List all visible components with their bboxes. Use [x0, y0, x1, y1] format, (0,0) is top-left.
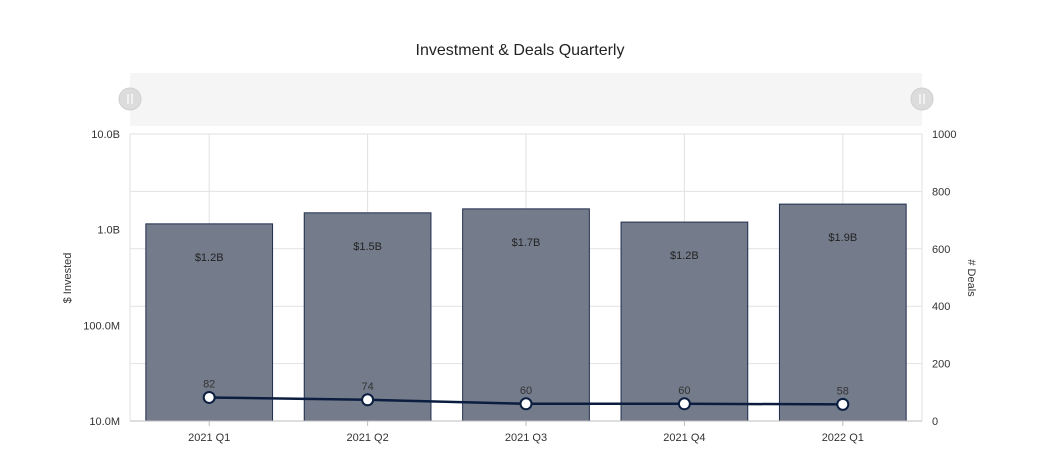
y-left-axis-label: $ Invested: [62, 253, 74, 304]
y-right-tick-label: 1000: [932, 129, 956, 141]
deals-point[interactable]: [361, 393, 375, 407]
navigator-handle-left[interactable]: [118, 87, 142, 111]
deals-point[interactable]: [202, 390, 216, 404]
bar-data-label: $1.7B: [512, 237, 541, 249]
deals-data-label: 74: [361, 381, 373, 393]
y-right-tick-label: 600: [932, 244, 950, 256]
deals-point[interactable]: [519, 397, 533, 411]
range-navigator[interactable]: [130, 73, 922, 126]
bar[interactable]: [145, 223, 274, 422]
y-right-tick-label: 0: [932, 416, 938, 428]
deals-data-label: 82: [203, 378, 215, 390]
bar-data-label: $1.2B: [670, 250, 699, 262]
y-left-tick-label: 10.0B: [91, 129, 120, 141]
y-left-tick-label: 100.0M: [83, 320, 120, 332]
x-tick-label: 2021 Q4: [663, 432, 705, 444]
axes: 10.0M 100.0M 1.0B 10.0B 0 200 400 600 800 1000 202…: [83, 129, 956, 444]
y-left-tick-label: 10.0M: [89, 416, 120, 428]
bar[interactable]: [462, 208, 590, 422]
y-right-axis-label: # Deals: [965, 259, 977, 297]
bar-series: $1.2B $1.5B $1.7B $1.2B $1.9B: [145, 203, 907, 422]
x-tick-label: 2021 Q3: [505, 432, 547, 444]
deals-data-label: 58: [837, 385, 849, 397]
deals-data-label: 60: [520, 385, 532, 397]
deals-data-label: 60: [678, 385, 690, 397]
line-series: 82 74 60 60 58: [202, 378, 850, 411]
chart-title: Investment & Deals Quarterly: [416, 42, 625, 59]
deals-point[interactable]: [836, 397, 850, 411]
bar-data-label: $1.2B: [195, 252, 224, 264]
x-tick-label: 2021 Q1: [188, 432, 230, 444]
bar[interactable]: [303, 212, 432, 422]
y-right-tick-label: 200: [932, 359, 950, 371]
y-right-tick-label: 800: [932, 186, 950, 198]
bar-data-label: $1.5B: [353, 241, 382, 253]
navigator-handle-right[interactable]: [910, 87, 934, 111]
deals-point[interactable]: [677, 397, 691, 411]
x-tick-label: 2021 Q2: [346, 432, 388, 444]
y-left-tick-label: 1.0B: [97, 225, 120, 237]
y-right-tick-label: 400: [932, 301, 950, 313]
bar[interactable]: [620, 221, 749, 422]
bar[interactable]: [778, 203, 907, 422]
bar-data-label: $1.9B: [828, 232, 857, 244]
x-tick-label: 2022 Q1: [822, 432, 864, 444]
